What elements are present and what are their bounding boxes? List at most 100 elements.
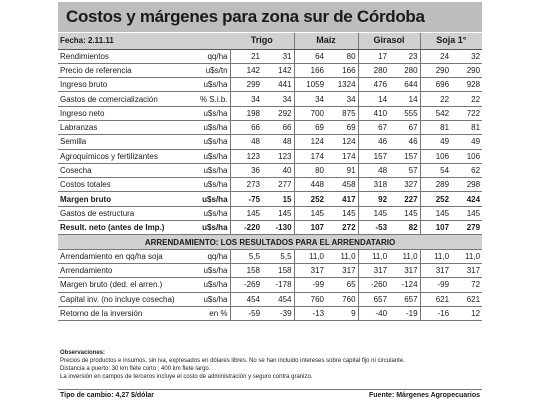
value-cell: -99 (420, 277, 452, 293)
value-cell: 145 (358, 206, 390, 222)
value-cell: 145 (230, 206, 263, 222)
value-cell: 107 (420, 220, 452, 236)
row-label: Precio de referencia (58, 63, 182, 79)
value-cell: 21 (230, 49, 263, 64)
row-label: Capital inv. (no incluye cosecha) (58, 292, 182, 307)
value-cell: 81 (451, 120, 483, 136)
value-cell: 23 (389, 49, 421, 64)
row-unit: u$s/ha (182, 277, 231, 293)
value-cell: 11,0 (389, 249, 421, 264)
value-cell: 22 (451, 91, 483, 107)
value-cell: 67 (389, 120, 421, 136)
value-cell: 424 (451, 191, 483, 207)
value-cell: 11,0 (326, 249, 359, 264)
cost-margin-table: Fecha: 2.11.11 Trigo Maíz Girasol Soja 1… (58, 33, 483, 322)
value-cell: 657 (389, 292, 421, 307)
title-bar: Costos y márgenes para zona sur de Córdo… (58, 2, 482, 32)
value-cell: 14 (358, 91, 390, 107)
value-cell: 40 (262, 163, 295, 179)
value-cell: 760 (326, 292, 359, 307)
value-cell: 644 (389, 77, 421, 93)
row-unit: u$s/ha (182, 120, 231, 136)
row-label: Labranzas (58, 120, 182, 136)
value-cell: 290 (451, 63, 483, 79)
value-cell: 441 (262, 77, 295, 93)
row-label: Semilla (58, 134, 182, 150)
row-label: Result. neto (antes de Imp.) (58, 220, 182, 236)
row-label: Margen bruto (58, 191, 182, 207)
value-cell: 700 (294, 106, 327, 121)
value-cell: 458 (326, 177, 359, 193)
value-cell: 81 (420, 120, 452, 136)
value-cell: 11,0 (451, 249, 483, 264)
value-cell: 166 (294, 63, 327, 79)
value-cell: 36 (230, 163, 263, 179)
value-cell: 5,5 (230, 249, 263, 264)
value-cell: 145 (451, 206, 483, 222)
row-unit: u$s/ha (182, 106, 231, 121)
value-cell: 57 (389, 163, 421, 179)
value-cell: 145 (294, 206, 327, 222)
value-cell: 34 (262, 91, 295, 107)
observation-line: Precios de productos e insumos, sin iva,… (60, 358, 405, 364)
row-unit: u$s/ha (182, 292, 231, 307)
row-label: Rendimientos (58, 49, 182, 64)
table-row: Retorno de la inversión en % -59 -39 -13 9 -40… (58, 306, 483, 322)
value-cell: -75 (230, 191, 263, 207)
row-unit: en % (182, 306, 231, 322)
value-cell: 145 (262, 206, 295, 222)
value-cell: 48 (358, 163, 390, 179)
value-cell: 157 (389, 149, 421, 164)
value-cell: 657 (358, 292, 390, 307)
value-cell: 91 (326, 163, 359, 179)
value-cell: -124 (389, 277, 421, 293)
value-cell: 1324 (326, 77, 359, 93)
value-cell: 48 (262, 134, 295, 150)
value-cell: 31 (262, 49, 295, 64)
row-label: Cosecha (58, 163, 182, 179)
table-row: Semilla u$s/ha 48 48 124 124 46 46 49 49 (58, 134, 483, 150)
value-cell: 174 (326, 149, 359, 164)
value-cell: 80 (294, 163, 327, 179)
section-header-row: ARRENDAMIENTO: LOS RESULTADOS PARA EL AR… (58, 234, 483, 250)
observation-line: La inversión en campos de terceros inclu… (60, 374, 313, 380)
value-cell: 123 (262, 149, 295, 164)
value-cell: 34 (326, 91, 359, 107)
value-cell: -269 (230, 277, 263, 293)
row-label: Agroquímicos y fertilizantes (58, 149, 182, 164)
value-cell: 252 (420, 191, 452, 207)
value-cell: 280 (358, 63, 390, 79)
value-cell: 621 (451, 292, 483, 307)
value-cell: 24 (420, 49, 452, 64)
value-cell: 292 (262, 106, 295, 121)
value-cell: -220 (230, 220, 263, 236)
value-cell: 124 (294, 134, 327, 150)
table-row: Margen bruto (ded. el arren.) u$s/ha -269 -… (58, 277, 483, 293)
value-cell: 54 (420, 163, 452, 179)
table-row: Margen bruto u$s/ha -75 15 252 417 92 227 252 424 (58, 191, 483, 207)
value-cell: 875 (326, 106, 359, 121)
value-cell: 32 (451, 49, 483, 64)
value-cell: 14 (389, 91, 421, 107)
value-cell: 454 (262, 292, 295, 307)
value-cell: 46 (358, 134, 390, 150)
value-cell: 49 (420, 134, 452, 150)
row-unit: u$s/ha (182, 163, 231, 179)
row-label: Arrendamiento (58, 263, 182, 279)
value-cell: 277 (262, 177, 295, 193)
value-cell: 124 (326, 134, 359, 150)
value-cell: -13 (294, 306, 327, 322)
value-cell: -39 (262, 306, 295, 322)
value-cell: 106 (420, 149, 452, 164)
row-label: Ingreso bruto (58, 77, 182, 93)
row-unit: qq/ha (182, 249, 231, 264)
row-label: Ingreso neto (58, 106, 182, 121)
crop-header-maiz: Maíz (294, 33, 359, 50)
row-unit: u$s/ha (182, 177, 231, 193)
table-row: Result. neto (antes de Imp.) u$s/ha -220 -1… (58, 220, 483, 236)
value-cell: 227 (389, 191, 421, 207)
value-cell: 145 (389, 206, 421, 222)
page-title: Costos y márgenes para zona sur de Córdo… (66, 7, 425, 26)
row-label: Margen bruto (ded. el arren.) (58, 277, 182, 293)
row-unit: u$s/ha (182, 263, 231, 279)
